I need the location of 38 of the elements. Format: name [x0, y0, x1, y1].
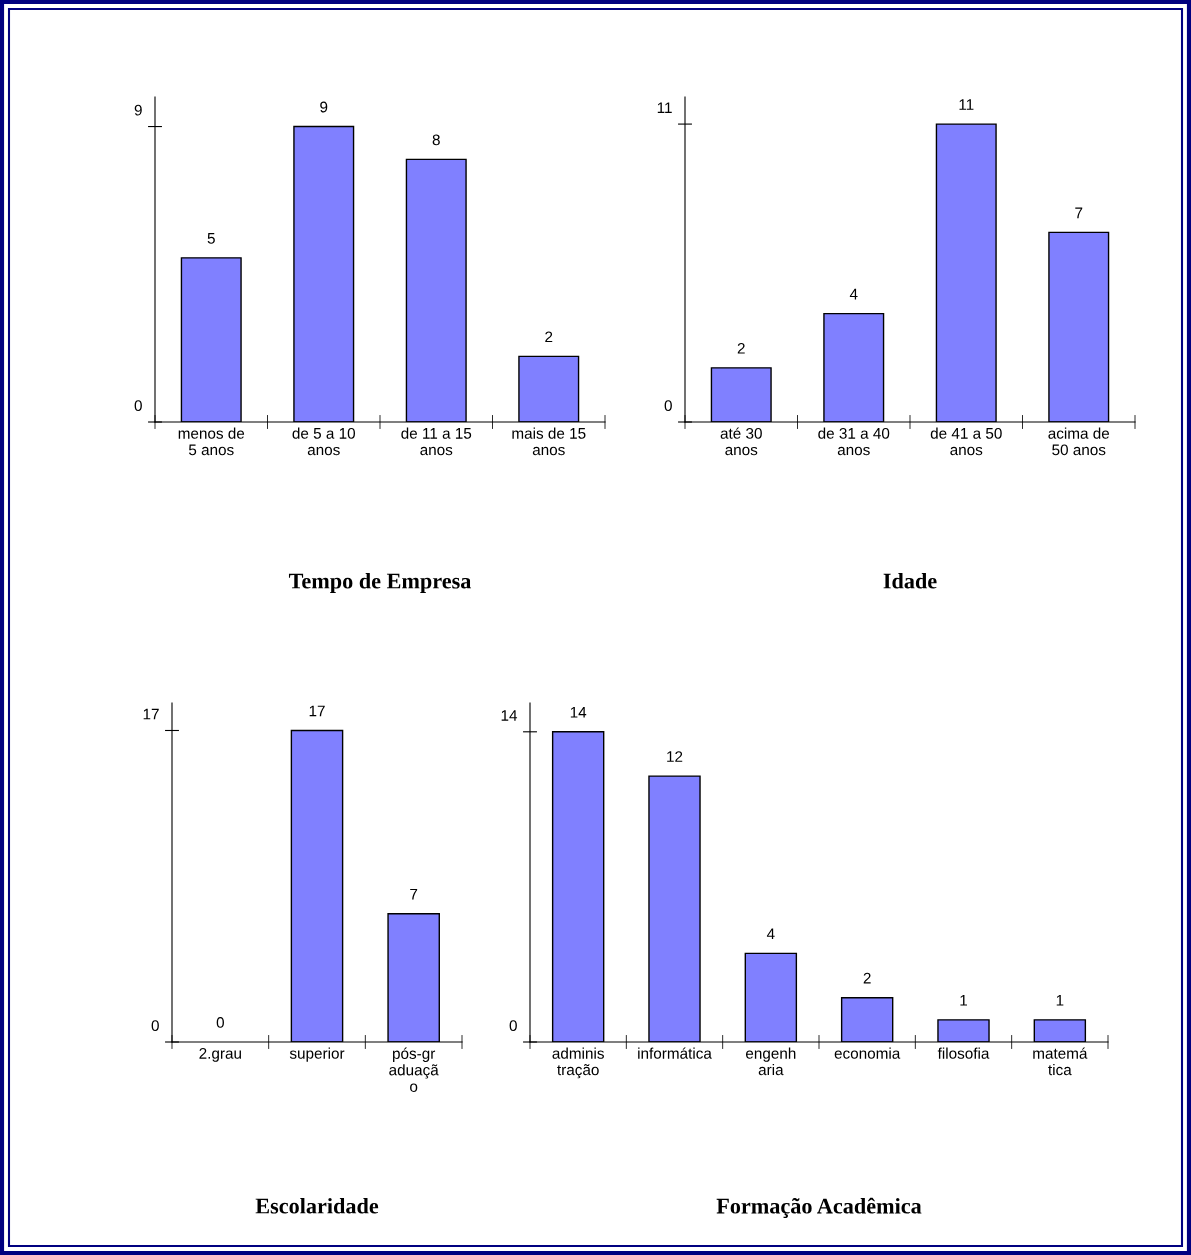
text: Idade: [883, 572, 937, 589]
data-label: 4: [766, 928, 775, 940]
x-tick-label: informática: [638, 1047, 712, 1059]
data-label: 1: [1056, 995, 1064, 1006]
data-label: 8: [432, 134, 440, 146]
x-tick-label: matemá tica: [1033, 1047, 1088, 1076]
text: Escolaridade: [255, 1197, 379, 1214]
text: Formação Acadêmica: [716, 1197, 922, 1218]
x-tick-label: de 11 a 15 anos: [401, 427, 472, 456]
data-label: 17: [309, 705, 325, 717]
data-label: 4: [849, 288, 858, 300]
data-label: 2: [863, 972, 871, 984]
text: Tempo de Empresa: [288, 572, 472, 594]
x-tick-label: de 5 a 10 anos: [292, 427, 356, 456]
x-tick-label: economia: [834, 1047, 901, 1059]
x-tick-label: até 30 anos: [720, 427, 762, 456]
data-label: 9: [320, 101, 328, 113]
x-tick-label: 2.grau: [199, 1047, 241, 1062]
x-tick-label: filosofia: [937, 1047, 990, 1059]
data-label: 2: [737, 342, 745, 354]
data-label: 7: [410, 888, 418, 900]
x-tick-label: de 41 a 50 anos: [930, 427, 1002, 456]
x-tick-label: acima de 50 anos: [1048, 427, 1110, 456]
x-tick-label: superior: [289, 1047, 345, 1062]
data-label: 11: [959, 99, 974, 110]
data-label: 2: [545, 331, 553, 343]
data-label: 1: [960, 995, 967, 1006]
x-tick-label: pós-gr aduaçã o: [389, 1047, 439, 1092]
data-label: 7: [1075, 207, 1083, 219]
x-tick-label: mais de 15 anos: [512, 427, 586, 456]
x-tick-label: de 31 a 40 anos: [818, 427, 890, 456]
data-label: 12: [667, 751, 683, 762]
data-label: 5: [207, 233, 215, 244]
x-tick-label: adminis tração: [552, 1047, 604, 1079]
x-tick-label: menos de 5 anos: [178, 427, 245, 456]
data-label: 14: [570, 707, 587, 718]
data-label: 0: [216, 1017, 224, 1028]
x-tick-label: engenh aria: [746, 1047, 796, 1076]
